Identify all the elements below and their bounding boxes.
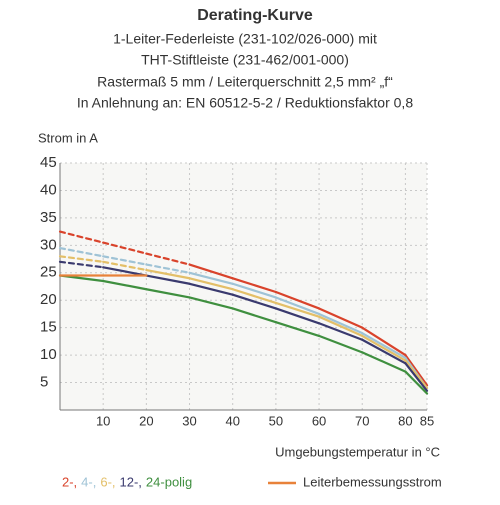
line-segment — [145, 274, 191, 285]
line-segment — [145, 288, 191, 299]
line-segment — [274, 296, 321, 316]
line-segment — [58, 246, 105, 258]
line-segment — [188, 282, 234, 296]
legend-label: 24-polig — [146, 474, 192, 489]
line-segment — [188, 277, 234, 291]
subtitle: In Anlehnung an: EN 60512-5-2 / Reduktio… — [77, 95, 413, 111]
x-axis-label: Umgebungstemperatur in °C — [275, 444, 440, 459]
line-segment — [188, 271, 234, 285]
line-segment — [145, 252, 191, 266]
y-tick-label: 25 — [40, 264, 57, 281]
x-tick-label: 40 — [225, 413, 239, 428]
line-segment — [231, 282, 277, 299]
line-segment — [188, 296, 234, 310]
line-segment — [361, 326, 407, 357]
line-segment — [404, 362, 429, 392]
y-tick-label: 15 — [40, 319, 57, 336]
line-segment — [231, 293, 277, 310]
y-axis-label: Strom in A — [38, 130, 98, 145]
line-segment — [274, 301, 321, 318]
subtitle: 1-Leiter-Federleiste (231-102/026-000) m… — [113, 31, 377, 47]
line-segment — [361, 334, 407, 362]
line-segment — [404, 370, 429, 395]
subtitle: Rastermaß 5 mm / Leiterquerschnitt 2,5 m… — [97, 74, 393, 90]
line-segment — [188, 263, 234, 280]
line-segment — [102, 279, 148, 291]
x-tick-label: 10 — [96, 413, 110, 428]
line-segment — [231, 277, 277, 294]
line-segment — [145, 263, 191, 274]
chart-title: Derating-Kurve — [197, 7, 313, 24]
y-tick-label: 30 — [40, 236, 57, 253]
y-tick-label: 5 — [40, 374, 48, 391]
y-tick-label: 10 — [40, 346, 57, 363]
legend-label: 12-, — [120, 474, 142, 489]
line-segment — [58, 260, 105, 269]
y-tick-label: 40 — [40, 181, 57, 198]
line-segment — [274, 290, 321, 310]
y-tick-label: 20 — [40, 291, 57, 308]
subtitle: THT-Stiftleiste (231-462/001-000) — [141, 52, 349, 68]
x-tick-label: 20 — [139, 413, 153, 428]
line-segment — [231, 288, 277, 305]
x-tick-label: 70 — [355, 413, 369, 428]
line-segment — [317, 322, 364, 341]
legend-label: Leiterbemessungsstrom — [303, 474, 442, 489]
x-tick-label: 85 — [420, 413, 434, 428]
x-tick-label: 50 — [269, 413, 283, 428]
line-segment — [274, 307, 321, 325]
line-segment — [102, 260, 148, 272]
line-segment — [317, 312, 364, 335]
line-segment — [317, 315, 364, 337]
line-segment — [361, 351, 407, 373]
line-segment — [58, 230, 105, 244]
line-segment — [361, 332, 407, 359]
line-segment — [317, 307, 364, 329]
line-segment — [274, 321, 321, 337]
y-tick-label: 45 — [40, 154, 57, 171]
line-segment — [317, 334, 364, 354]
legend-label: 2-, — [62, 474, 77, 489]
line-segment — [58, 255, 105, 263]
line-segment — [231, 307, 277, 324]
y-tick-label: 35 — [40, 209, 57, 226]
line-segment — [404, 359, 429, 390]
line-segment — [102, 266, 148, 277]
x-tick-label: 80 — [398, 413, 412, 428]
x-tick-label: 60 — [312, 413, 326, 428]
legend-label: 4-, — [81, 474, 96, 489]
x-tick-label: 30 — [182, 413, 196, 428]
line-segment — [361, 338, 407, 365]
line-segment — [145, 268, 191, 280]
legend-label: 6-, — [100, 474, 115, 489]
line-segment — [404, 354, 429, 387]
line-segment — [102, 241, 148, 255]
line-segment — [102, 255, 148, 266]
